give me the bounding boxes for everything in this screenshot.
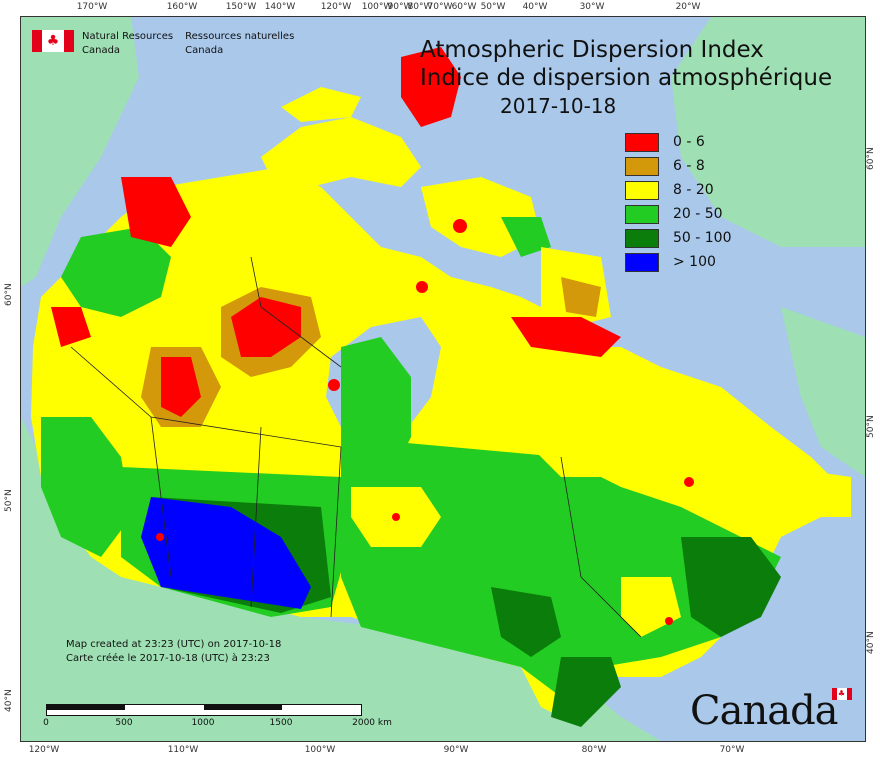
tick-top: 170°W bbox=[76, 2, 108, 12]
scale-labels: 0 500 1000 1500 2000 km bbox=[43, 716, 392, 730]
arctic-islands bbox=[261, 47, 621, 357]
outside-land bbox=[21, 17, 865, 741]
tick-top: 120°W bbox=[320, 2, 352, 12]
legend-swatch bbox=[625, 132, 659, 152]
map-canvas bbox=[20, 16, 866, 742]
created-en: Map created at 23:23 (UTC) on 2017-10-18 bbox=[66, 639, 282, 650]
tick-right: 60°N bbox=[866, 147, 876, 170]
tick-top: 70°W bbox=[427, 2, 453, 12]
agency-en-line1: Natural Resources bbox=[82, 31, 174, 42]
tick-top: 50°W bbox=[480, 2, 506, 12]
tick-top: 100°W bbox=[361, 2, 393, 12]
tick-top: 90°W bbox=[387, 2, 413, 12]
legend-row: > 100 bbox=[625, 250, 732, 274]
legend-label: 50 - 100 bbox=[673, 230, 732, 246]
legend-row: 20 - 50 bbox=[625, 202, 732, 226]
tick-top: 40°W bbox=[522, 2, 548, 12]
legend-swatch bbox=[625, 156, 659, 176]
east-colors bbox=[341, 337, 851, 727]
legend-label: 0 - 6 bbox=[673, 134, 705, 150]
agency-fr-line2: Canada bbox=[185, 45, 224, 56]
agency-en-line2: Canada bbox=[82, 45, 121, 56]
legend-swatch bbox=[625, 180, 659, 200]
tick-right: 50°N bbox=[866, 415, 876, 438]
scale-label: 1500 bbox=[269, 718, 293, 728]
agency-en: Natural Resources Canada bbox=[82, 30, 173, 58]
wordmark-text: Canada bbox=[690, 688, 839, 734]
scale-segment bbox=[204, 705, 282, 710]
created-fr: Carte créée le 2017-10-18 (UTC) à 23:23 bbox=[66, 653, 270, 664]
wordmark-flag-icon: ♣ bbox=[831, 688, 852, 700]
legend-swatch bbox=[625, 228, 659, 248]
legend-swatch bbox=[625, 204, 659, 224]
legend-row: 50 - 100 bbox=[625, 226, 732, 250]
tick-bottom: 100°W bbox=[304, 745, 336, 755]
scale-label: 1000 bbox=[191, 718, 215, 728]
west-colors bbox=[41, 177, 351, 617]
tick-top: 160°W bbox=[166, 2, 198, 12]
tick-right: 40°N bbox=[866, 631, 876, 654]
tick-left: 40°N bbox=[4, 689, 14, 712]
legend-label: > 100 bbox=[673, 254, 716, 270]
title-fr: Indice de dispersion atmosphérique bbox=[420, 65, 833, 91]
map-svg bbox=[21, 17, 865, 741]
tick-bottom: 70°W bbox=[719, 745, 745, 755]
title-en: Atmospheric Dispersion Index bbox=[420, 37, 764, 63]
tick-bottom: 80°W bbox=[581, 745, 607, 755]
legend: 0 - 6 6 - 8 8 - 20 20 - 50 50 - 100 > 100 bbox=[625, 130, 732, 274]
agency-fr: Ressources naturelles Canada bbox=[185, 30, 294, 58]
agency-fr-line1: Ressources naturelles bbox=[185, 31, 295, 42]
tick-bottom: 110°W bbox=[167, 745, 199, 755]
tick-top: 60°W bbox=[451, 2, 477, 12]
map-title: Atmospheric Dispersion Index Indice de d… bbox=[420, 36, 832, 120]
legend-row: 8 - 20 bbox=[625, 178, 732, 202]
legend-label: 6 - 8 bbox=[673, 158, 705, 174]
scale-label: 0 bbox=[43, 718, 49, 728]
scale-label: 500 bbox=[115, 718, 133, 728]
scale-segment bbox=[47, 705, 125, 710]
tick-top: 80°W bbox=[407, 2, 433, 12]
legend-label: 8 - 20 bbox=[673, 182, 714, 198]
canada-wordmark: Canada ♣ bbox=[690, 688, 852, 734]
tick-top: 140°W bbox=[264, 2, 296, 12]
agency-block: ♣ Natural Resources Canada Ressources na… bbox=[32, 30, 306, 58]
created-note: Map created at 23:23 (UTC) on 2017-10-18… bbox=[66, 638, 281, 666]
tick-top: 150°W bbox=[225, 2, 257, 12]
tick-left: 60°N bbox=[4, 283, 14, 306]
legend-row: 6 - 8 bbox=[625, 154, 732, 178]
hot-spots bbox=[156, 219, 694, 625]
title-date: 2017-10-18 bbox=[500, 94, 617, 118]
tick-top: 30°W bbox=[579, 2, 605, 12]
scale-bar: 0 500 1000 1500 2000 km bbox=[43, 704, 392, 730]
tick-top: 20°W bbox=[675, 2, 701, 12]
tick-bottom: 120°W bbox=[28, 745, 60, 755]
tick-left: 50°N bbox=[4, 489, 14, 512]
legend-row: 0 - 6 bbox=[625, 130, 732, 154]
scale-bar-graphic bbox=[46, 704, 362, 716]
tick-bottom: 90°W bbox=[443, 745, 469, 755]
legend-label: 20 - 50 bbox=[673, 206, 723, 222]
legend-swatch bbox=[625, 252, 659, 272]
scale-label: 2000 km bbox=[352, 718, 392, 728]
canada-flag-icon: ♣ bbox=[32, 30, 74, 52]
province-boundaries bbox=[70, 256, 642, 638]
